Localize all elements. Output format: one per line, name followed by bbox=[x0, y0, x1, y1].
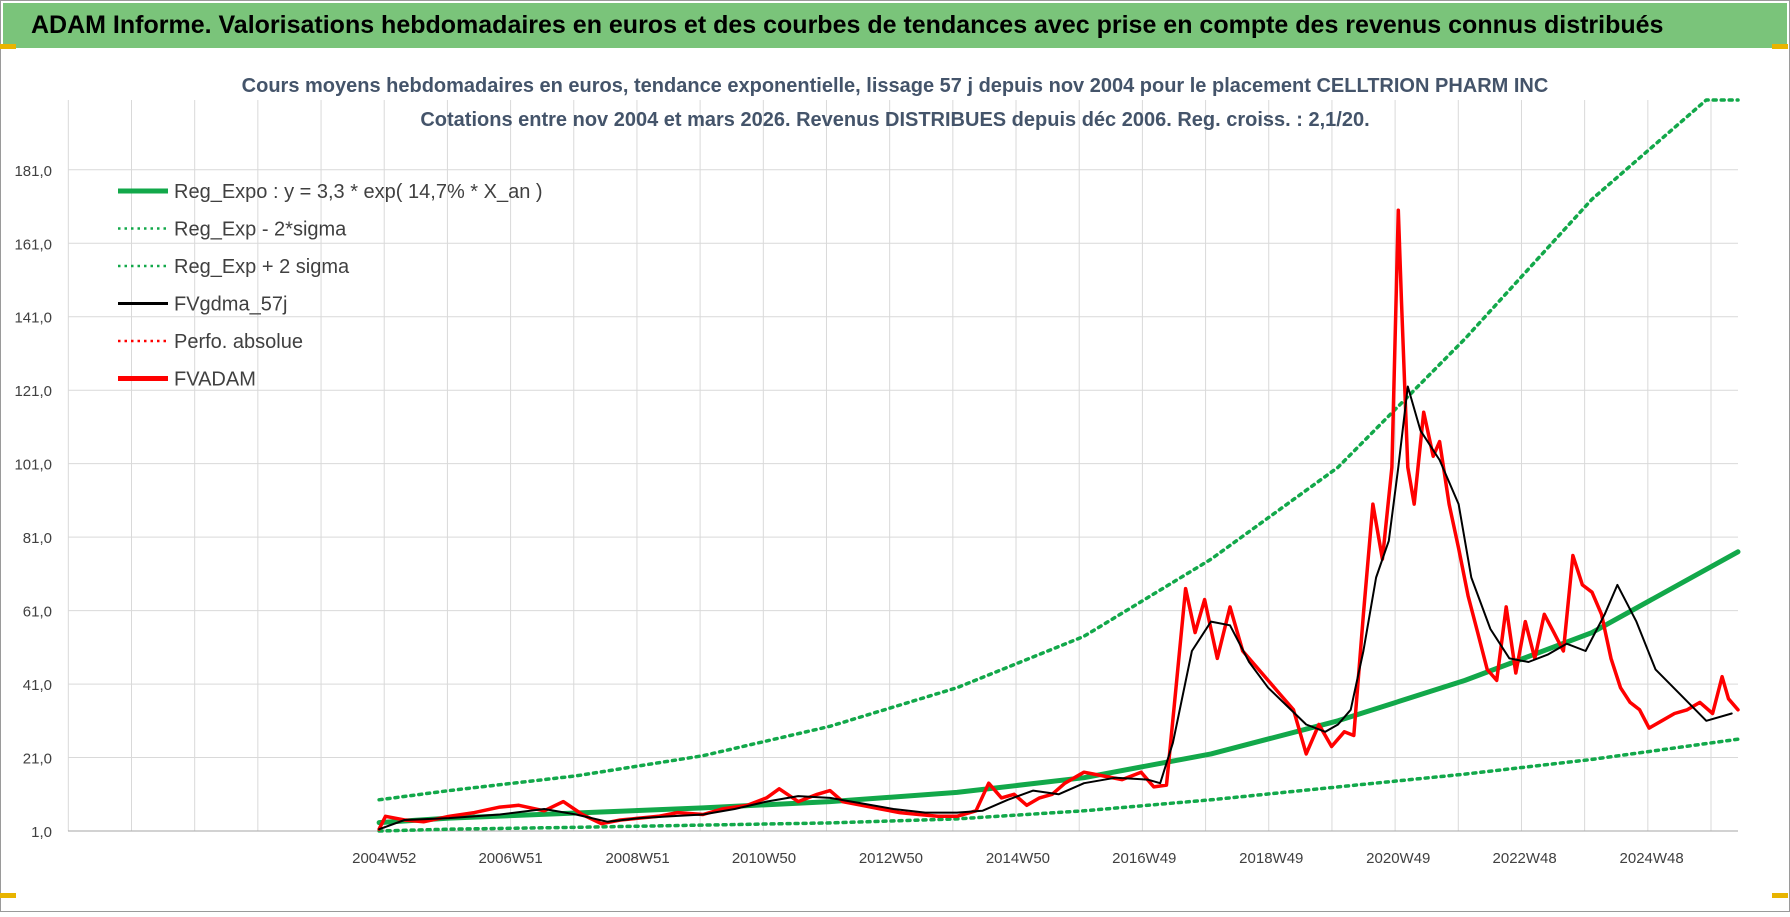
corner-marker-top-left bbox=[0, 44, 16, 49]
legend-label: FVADAM bbox=[174, 369, 256, 391]
legend-label: Reg_Expo : y = 3,3 * exp( 14,7% * X_an ) bbox=[174, 181, 543, 203]
chart-legend: Reg_Expo : y = 3,3 * exp( 14,7% * X_an )… bbox=[118, 181, 543, 391]
x-tick-label: 2010W50 bbox=[732, 850, 796, 867]
legend-item: Reg_Expo : y = 3,3 * exp( 14,7% * X_an ) bbox=[118, 181, 543, 203]
x-tick-label: 2014W50 bbox=[986, 850, 1050, 867]
legend-item: FVADAM bbox=[118, 369, 256, 391]
series-layer bbox=[376, 98, 1741, 833]
x-tick-label: 2020W49 bbox=[1366, 850, 1430, 867]
x-tick-label: 2016W49 bbox=[1112, 850, 1176, 867]
y-tick-label: 141,0 bbox=[14, 310, 52, 327]
axis-labels: 1,0 21,0 41,0 61,0 81,0 101,0 121,0 141,0 161,0 1… bbox=[14, 163, 1683, 867]
y-tick-label: 121,0 bbox=[14, 383, 52, 400]
legend-item: Perfo. absolue bbox=[118, 331, 303, 353]
y-tick-label: 61,0 bbox=[23, 604, 52, 621]
y-tick-label: 1,0 bbox=[31, 824, 52, 841]
x-tick-label: 2008W51 bbox=[605, 850, 669, 867]
legend-label: Reg_Exp - 2*sigma bbox=[174, 219, 347, 241]
corner-marker-bottom-right bbox=[1772, 893, 1788, 898]
series-fvgdma-57j bbox=[378, 385, 1733, 831]
x-tick-label: 2018W49 bbox=[1239, 850, 1303, 867]
legend-item: Reg_Exp + 2 sigma bbox=[118, 256, 350, 278]
x-tick-label: 2022W48 bbox=[1493, 850, 1557, 867]
y-tick-label: 81,0 bbox=[23, 530, 52, 547]
y-tick-label: 21,0 bbox=[23, 751, 52, 768]
y-tick-label: 41,0 bbox=[23, 677, 52, 694]
series-reg-exp-minus-2sigma bbox=[377, 737, 1740, 833]
x-tick-label: 2004W52 bbox=[352, 850, 416, 867]
legend-label: FVgdma_57j bbox=[174, 294, 287, 316]
chart-subtitle: Cotations entre nov 2004 et mars 2026. R… bbox=[420, 109, 1369, 131]
x-tick-label: 2012W50 bbox=[859, 850, 923, 867]
y-tick-label: 101,0 bbox=[14, 457, 52, 474]
legend-item: Reg_Exp - 2*sigma bbox=[118, 219, 347, 241]
x-tick-label: 2024W48 bbox=[1620, 850, 1684, 867]
page-title-banner: ADAM Informe. Valorisations hebdomadaire… bbox=[3, 3, 1787, 48]
series-fvadam bbox=[377, 208, 1740, 831]
legend-label: Perfo. absolue bbox=[174, 331, 303, 353]
legend-label: Reg_Exp + 2 sigma bbox=[174, 256, 350, 278]
legend-item: FVgdma_57j bbox=[118, 294, 287, 316]
x-tick-label: 2006W51 bbox=[478, 850, 542, 867]
y-tick-label: 161,0 bbox=[14, 236, 52, 253]
series-reg-expo bbox=[376, 549, 1741, 826]
y-tick-label: 181,0 bbox=[14, 163, 52, 180]
grid-lines bbox=[67, 100, 1738, 832]
corner-marker-bottom-left bbox=[0, 893, 16, 898]
chart-title: Cours moyens hebdomadaires en euros, ten… bbox=[242, 75, 1549, 97]
corner-marker-top-right bbox=[1772, 44, 1788, 49]
series-reg-exp-plus-2sigma bbox=[377, 98, 1740, 802]
